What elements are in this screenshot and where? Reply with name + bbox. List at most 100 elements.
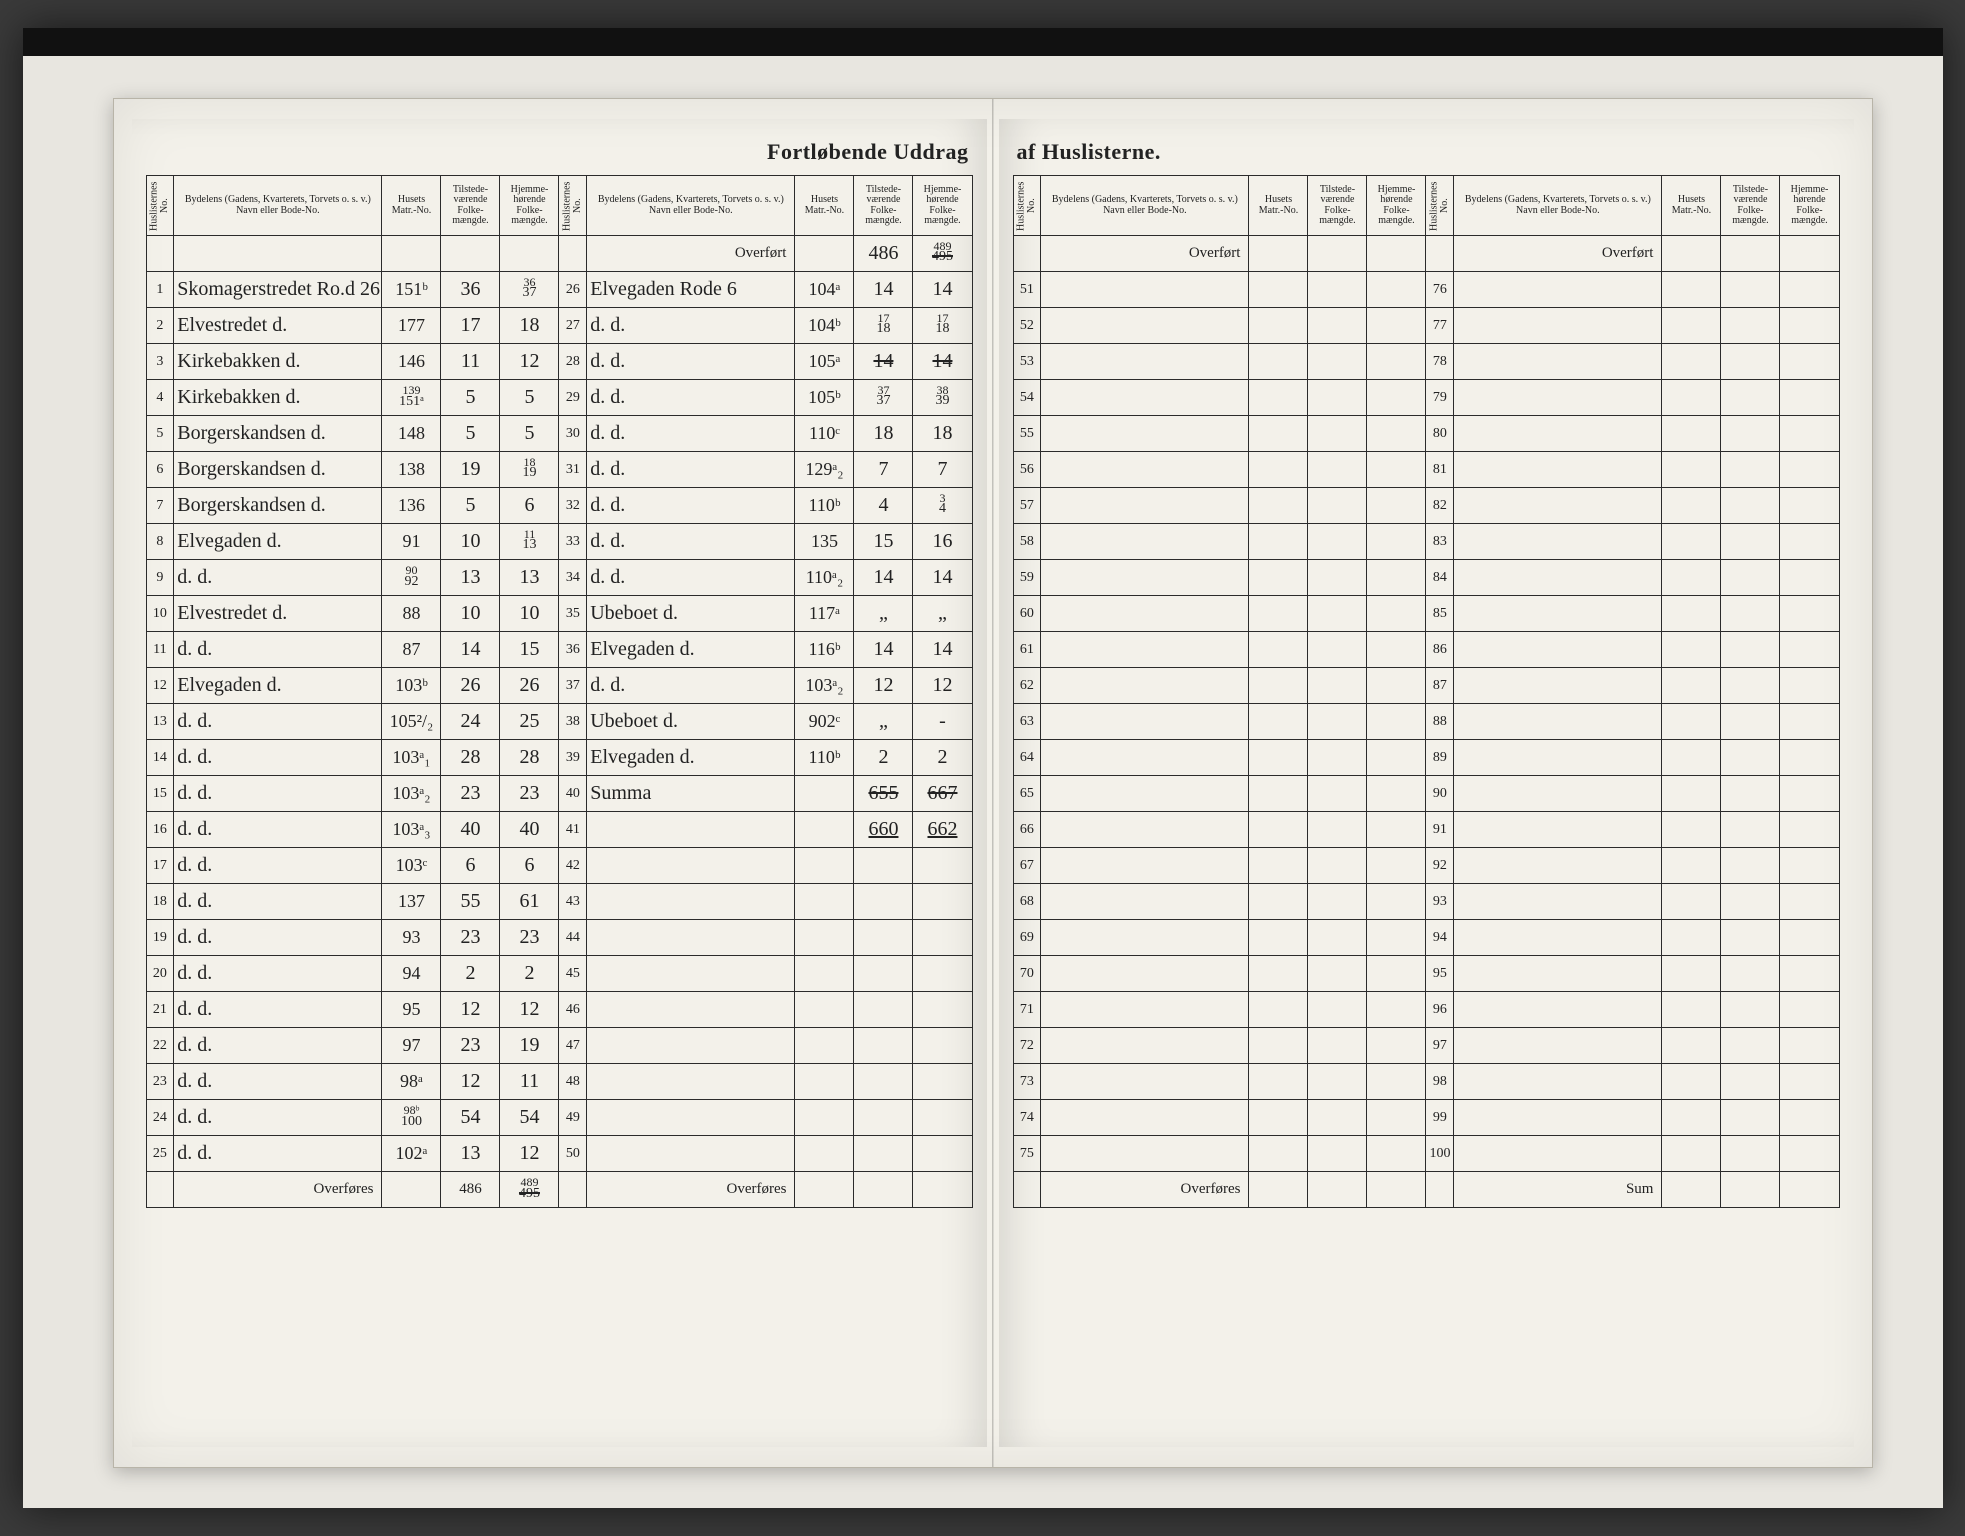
- table-row: 14d. d.103ᵃ₁282839Elvegaden d.110ᵇ22: [146, 740, 972, 776]
- cell-matr: 110ᵇ: [795, 488, 854, 524]
- hdr-home: Hjemme-hørende Folke-mængde.: [500, 176, 559, 236]
- cell-number: 16: [913, 524, 972, 560]
- cell-number: [1721, 668, 1780, 704]
- cell-name: Elvestredet d.: [174, 308, 382, 344]
- cell-number: [1308, 668, 1367, 704]
- cell-number: [1721, 1136, 1780, 1172]
- cell-matr: 135: [795, 524, 854, 560]
- table-body-right: OverførtOverført517652775378547955805681…: [1013, 236, 1839, 1208]
- cell-name: Skomagerstredet Ro.d 26: [174, 272, 382, 308]
- cell-matr: 88: [382, 596, 441, 632]
- cell-number: [1367, 1100, 1426, 1136]
- cell-no: 76: [1426, 272, 1454, 308]
- cell-no: 93: [1426, 884, 1454, 920]
- cell-no: 79: [1426, 380, 1454, 416]
- cell-number: [1780, 1172, 1839, 1208]
- table-body-left: Overført4864894951Skomagerstredet Ro.d 2…: [146, 236, 972, 1208]
- cell-name: d. d.: [174, 992, 382, 1028]
- cell-name: Overført: [1041, 236, 1249, 272]
- cell-number: [1308, 920, 1367, 956]
- table-row: 5883: [1013, 524, 1839, 560]
- cell-no: 29: [559, 380, 587, 416]
- cell-name: [587, 1100, 795, 1136]
- cell-no: 15: [146, 776, 174, 812]
- cell-name: [587, 920, 795, 956]
- cell-no: 85: [1426, 596, 1454, 632]
- cell-number: [1780, 776, 1839, 812]
- cell-no: 9: [146, 560, 174, 596]
- hdr-matr: Husets Matr.-No.: [1249, 176, 1308, 236]
- cell-number: [913, 884, 972, 920]
- cell-number: 6: [500, 848, 559, 884]
- cell-name: Overføres: [174, 1172, 382, 1208]
- cell-no: 100: [1426, 1136, 1454, 1172]
- cell-number: [1780, 956, 1839, 992]
- cell-number: [913, 920, 972, 956]
- hdr-matr: Husets Matr.-No.: [795, 176, 854, 236]
- cell-matr: 103ᶜ: [382, 848, 441, 884]
- cell-matr: 110ᵃ₂: [795, 560, 854, 596]
- cell-number: [1721, 1100, 1780, 1136]
- cell-name: d. d.: [174, 560, 382, 596]
- cell-no: 10: [146, 596, 174, 632]
- cell-number: [1721, 848, 1780, 884]
- cell-number: 1113: [500, 524, 559, 560]
- hdr-no: Huslisternes No.: [1013, 176, 1041, 236]
- cell-number: [1367, 1064, 1426, 1100]
- table-row: 6Borgerskandsen d.13819181931d. d.129ᵃ₂7…: [146, 452, 972, 488]
- hdr-matr: Husets Matr.-No.: [1662, 176, 1721, 236]
- cell-name: [1454, 992, 1662, 1028]
- cell-name: [174, 236, 382, 272]
- cell-number: 25: [500, 704, 559, 740]
- cell-name: [1041, 488, 1249, 524]
- cell-matr: [1662, 956, 1721, 992]
- cell-number: [1721, 380, 1780, 416]
- cell-number: 14: [854, 632, 913, 668]
- hdr-no: Huslisternes No.: [559, 176, 587, 236]
- cell-no: 50: [559, 1136, 587, 1172]
- cell-name: d. d.: [174, 776, 382, 812]
- cell-no: 89: [1426, 740, 1454, 776]
- cell-number: [1780, 812, 1839, 848]
- cell-name: [1454, 524, 1662, 560]
- cell-name: [1041, 848, 1249, 884]
- cell-name: [1454, 632, 1662, 668]
- hdr-home: Hjemme-hørende Folke-mængde.: [1367, 176, 1426, 236]
- cell-number: [1780, 704, 1839, 740]
- cell-no: 74: [1013, 1100, 1041, 1136]
- cell-matr: [1249, 560, 1308, 596]
- cell-no: 49: [559, 1100, 587, 1136]
- cell-matr: 105²/₂: [382, 704, 441, 740]
- cell-matr: 103ᵃ₂: [382, 776, 441, 812]
- cell-matr: [795, 776, 854, 812]
- table-row: 6994: [1013, 920, 1839, 956]
- cell-number: [1780, 380, 1839, 416]
- cell-no: 30: [559, 416, 587, 452]
- cell-number: [913, 848, 972, 884]
- cell-no: 94: [1426, 920, 1454, 956]
- cell-no: 66: [1013, 812, 1041, 848]
- cell-number: [500, 236, 559, 272]
- cell-name: Elvestredet d.: [174, 596, 382, 632]
- cell-number: 10: [500, 596, 559, 632]
- cell-number: 23: [500, 920, 559, 956]
- cell-name: [1454, 344, 1662, 380]
- cell-number: [854, 1028, 913, 1064]
- cell-no: 51: [1013, 272, 1041, 308]
- cell-no: 43: [559, 884, 587, 920]
- cell-number: 1718: [854, 308, 913, 344]
- cell-name: d. d.: [587, 524, 795, 560]
- cell-number: 2: [854, 740, 913, 776]
- cell-no: 97: [1426, 1028, 1454, 1064]
- cell-no: 35: [559, 596, 587, 632]
- cell-number: [1780, 1064, 1839, 1100]
- cell-number: [1367, 812, 1426, 848]
- cell-number: 28: [441, 740, 500, 776]
- cell-number: 10: [441, 524, 500, 560]
- cell-matr: [1662, 452, 1721, 488]
- table-row: 6590: [1013, 776, 1839, 812]
- table-row: 1Skomagerstredet Ro.d 26151ᵇ36363726Elve…: [146, 272, 972, 308]
- cell-matr: 104ᵇ: [795, 308, 854, 344]
- cell-number: 10: [441, 596, 500, 632]
- cell-no: 90: [1426, 776, 1454, 812]
